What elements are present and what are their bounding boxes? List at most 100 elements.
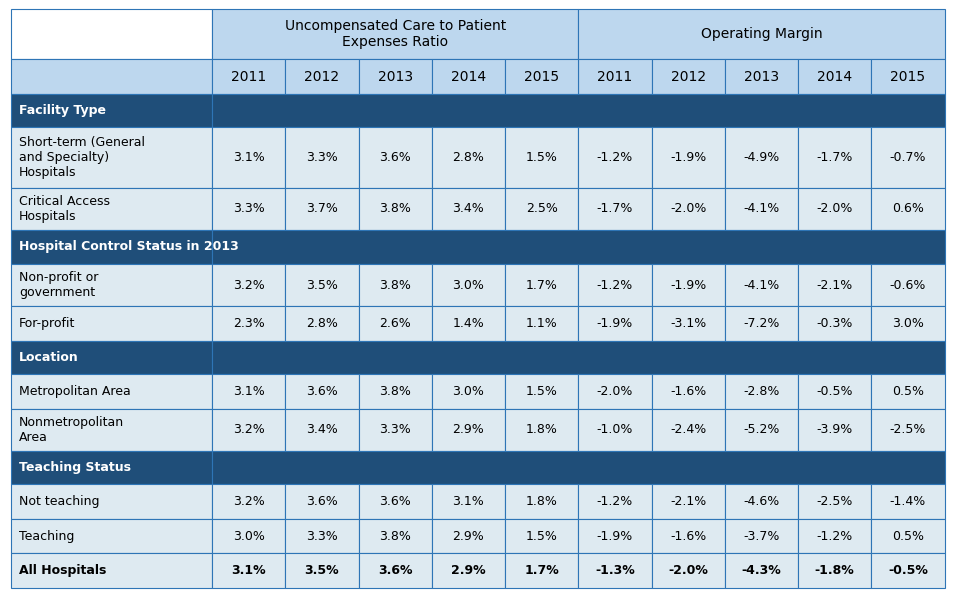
- Bar: [725, 484, 798, 519]
- Bar: [285, 187, 358, 229]
- Text: -4.1%: -4.1%: [744, 279, 779, 291]
- Bar: [11, 59, 212, 94]
- Bar: [212, 519, 285, 553]
- Text: 3.1%: 3.1%: [452, 495, 485, 508]
- Bar: [505, 187, 578, 229]
- Text: 3.6%: 3.6%: [378, 564, 412, 577]
- Bar: [505, 409, 578, 451]
- Bar: [11, 341, 212, 374]
- Text: -2.0%: -2.0%: [670, 202, 706, 215]
- Text: -2.5%: -2.5%: [890, 423, 926, 436]
- Bar: [11, 229, 212, 264]
- Bar: [285, 127, 358, 187]
- Text: 2.9%: 2.9%: [452, 530, 485, 543]
- Text: 2012: 2012: [670, 69, 706, 84]
- Bar: [11, 94, 212, 127]
- Text: 3.2%: 3.2%: [233, 495, 265, 508]
- Bar: [11, 519, 212, 553]
- Bar: [358, 484, 432, 519]
- Text: -0.7%: -0.7%: [890, 151, 926, 164]
- Text: 2015: 2015: [524, 69, 559, 84]
- Bar: [798, 519, 871, 553]
- Bar: [798, 409, 871, 451]
- Bar: [285, 553, 358, 588]
- Bar: [432, 484, 505, 519]
- Bar: [798, 264, 871, 306]
- Bar: [11, 306, 212, 341]
- Bar: [432, 187, 505, 229]
- Bar: [798, 484, 871, 519]
- Bar: [798, 127, 871, 187]
- Text: 2011: 2011: [598, 69, 633, 84]
- Bar: [505, 519, 578, 553]
- Bar: [578, 59, 652, 94]
- Text: 3.3%: 3.3%: [380, 423, 411, 436]
- Text: 1.7%: 1.7%: [524, 564, 559, 577]
- Bar: [358, 409, 432, 451]
- Bar: [285, 409, 358, 451]
- Bar: [652, 306, 725, 341]
- Bar: [871, 409, 945, 451]
- Text: 3.0%: 3.0%: [892, 317, 923, 330]
- Text: For-profit: For-profit: [19, 317, 76, 330]
- Bar: [212, 484, 285, 519]
- Text: -1.2%: -1.2%: [597, 151, 633, 164]
- Text: 2.8%: 2.8%: [306, 317, 337, 330]
- Text: -1.3%: -1.3%: [595, 564, 635, 577]
- Text: 2011: 2011: [231, 69, 267, 84]
- Bar: [285, 59, 358, 94]
- Bar: [358, 306, 432, 341]
- Bar: [358, 374, 432, 409]
- Text: -1.2%: -1.2%: [597, 279, 633, 291]
- Text: Critical Access
Hospitals: Critical Access Hospitals: [19, 195, 110, 223]
- Bar: [212, 374, 285, 409]
- Text: 3.4%: 3.4%: [452, 202, 485, 215]
- Bar: [358, 264, 432, 306]
- Text: 2.9%: 2.9%: [452, 423, 485, 436]
- Bar: [871, 127, 945, 187]
- Text: 2014: 2014: [817, 69, 852, 84]
- Text: 3.3%: 3.3%: [306, 151, 337, 164]
- Bar: [285, 306, 358, 341]
- Text: Teaching: Teaching: [19, 530, 75, 543]
- Text: 3.1%: 3.1%: [233, 151, 265, 164]
- Bar: [212, 94, 945, 127]
- Text: 3.8%: 3.8%: [380, 279, 411, 291]
- Text: 3.8%: 3.8%: [380, 202, 411, 215]
- Text: 2.6%: 2.6%: [380, 317, 411, 330]
- Text: Hospital Control Status in 2013: Hospital Control Status in 2013: [19, 241, 239, 253]
- Bar: [11, 409, 212, 451]
- Bar: [652, 519, 725, 553]
- Text: 0.5%: 0.5%: [892, 530, 923, 543]
- Text: -1.4%: -1.4%: [890, 495, 926, 508]
- Text: Short-term (General
and Specialty)
Hospitals: Short-term (General and Specialty) Hospi…: [19, 136, 145, 179]
- Text: -1.2%: -1.2%: [597, 495, 633, 508]
- Text: Facility Type: Facility Type: [19, 104, 106, 117]
- Bar: [652, 127, 725, 187]
- Text: -2.0%: -2.0%: [668, 564, 708, 577]
- Text: -0.5%: -0.5%: [816, 385, 853, 398]
- Bar: [871, 59, 945, 94]
- Bar: [212, 59, 285, 94]
- Bar: [871, 519, 945, 553]
- Bar: [798, 59, 871, 94]
- Text: -2.1%: -2.1%: [670, 495, 706, 508]
- Bar: [798, 553, 871, 588]
- Text: 1.7%: 1.7%: [526, 279, 557, 291]
- Text: 3.0%: 3.0%: [232, 530, 265, 543]
- Bar: [798, 306, 871, 341]
- Bar: [871, 484, 945, 519]
- Bar: [725, 59, 798, 94]
- Text: -1.7%: -1.7%: [816, 151, 853, 164]
- Text: -1.7%: -1.7%: [597, 202, 633, 215]
- Bar: [578, 306, 652, 341]
- Text: Nonmetropolitan
Area: Nonmetropolitan Area: [19, 416, 124, 444]
- Text: -1.8%: -1.8%: [815, 564, 855, 577]
- Bar: [432, 553, 505, 588]
- Bar: [725, 264, 798, 306]
- Bar: [285, 519, 358, 553]
- Text: 3.0%: 3.0%: [452, 279, 485, 291]
- Bar: [652, 187, 725, 229]
- Text: -1.6%: -1.6%: [670, 530, 706, 543]
- Text: 2013: 2013: [378, 69, 413, 84]
